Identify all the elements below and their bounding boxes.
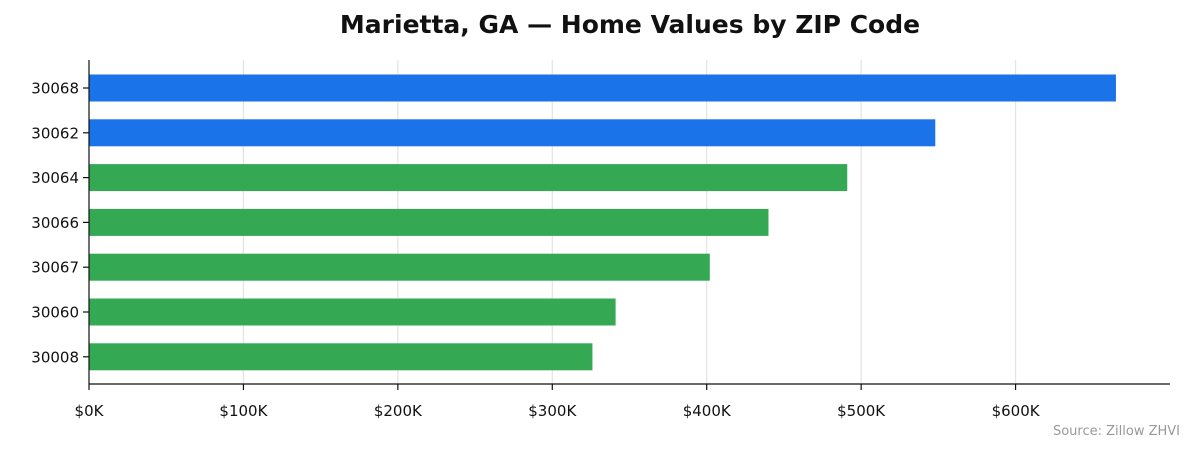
y-tick-label: 30068 <box>31 80 79 98</box>
x-tick-label: $500K <box>837 402 886 420</box>
x-tick-label: $600K <box>992 402 1041 420</box>
y-tick-label: 30067 <box>31 259 79 277</box>
chart-title: Marietta, GA — Home Values by ZIP Code <box>339 10 921 39</box>
bar-30067 <box>89 253 710 281</box>
y-tick-label: 30060 <box>31 304 79 322</box>
y-tick-label: 30008 <box>31 348 79 366</box>
y-tick-label: 30064 <box>31 169 79 187</box>
y-tick-label: 30062 <box>31 124 79 142</box>
bar-30066 <box>89 208 769 236</box>
x-tick-label: $0K <box>75 402 105 420</box>
x-tick-label: $200K <box>374 402 423 420</box>
y-tick-labels: 30068 30062 30064 30066 30067 30060 30008 <box>31 80 89 366</box>
x-tick-label: $400K <box>683 402 732 420</box>
x-tick-label: $300K <box>528 402 577 420</box>
x-tick-labels: $0K $100K $200K $300K $400K $500K $600K <box>75 384 1041 420</box>
source-note: Source: Zillow ZHVI <box>1052 424 1180 439</box>
bars <box>89 74 1116 371</box>
bar-30060 <box>89 298 616 326</box>
bar-30068 <box>89 74 1116 102</box>
bar-30008 <box>89 343 593 371</box>
bar-30062 <box>89 119 936 147</box>
bar-30064 <box>89 164 848 192</box>
x-tick-label: $100K <box>219 402 268 420</box>
y-tick-label: 30066 <box>31 214 79 232</box>
